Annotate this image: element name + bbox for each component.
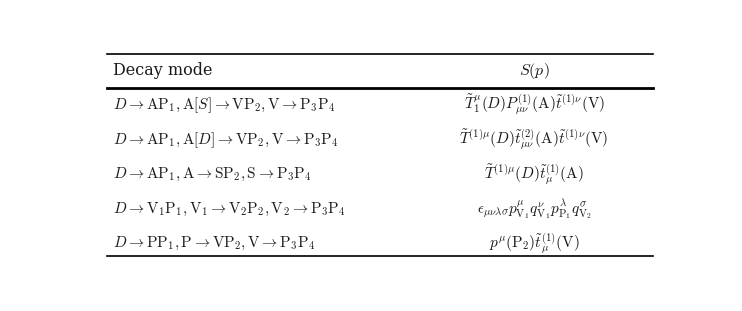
Text: $D \rightarrow \mathrm{AP}_1, \mathrm{A}[D] \rightarrow \mathrm{VP}_2, \mathrm{V: $D \rightarrow \mathrm{AP}_1, \mathrm{A}… — [113, 130, 338, 150]
Text: $p^{\mu}(\mathrm{P}_2)\tilde{t}_{\mu}^{(1)}(\mathrm{V})$: $p^{\mu}(\mathrm{P}_2)\tilde{t}_{\mu}^{(… — [489, 232, 580, 256]
Text: $\epsilon_{\mu\nu\lambda\sigma}p_{\mathrm{V}_1}^{\mu}q_{\mathrm{V}_1}^{\nu}p_{\m: $\epsilon_{\mu\nu\lambda\sigma}p_{\mathr… — [476, 197, 591, 221]
Text: $\tilde{T}^{(1)\mu}(D)\tilde{t}_{\mu}^{(1)}(\mathrm{A})$: $\tilde{T}^{(1)\mu}(D)\tilde{t}_{\mu}^{(… — [485, 162, 584, 187]
Text: $D \rightarrow \mathrm{V}_1\mathrm{P}_1, \mathrm{V}_1 \rightarrow \mathrm{V}_2\m: $D \rightarrow \mathrm{V}_1\mathrm{P}_1,… — [113, 201, 346, 218]
Text: $D \rightarrow \mathrm{AP}_1, \mathrm{A} \rightarrow \mathrm{SP}_2, \mathrm{S} \: $D \rightarrow \mathrm{AP}_1, \mathrm{A}… — [113, 166, 312, 183]
Text: $D \rightarrow \mathrm{PP}_1, \mathrm{P} \rightarrow \mathrm{VP}_2, \mathrm{V} \: $D \rightarrow \mathrm{PP}_1, \mathrm{P}… — [113, 235, 315, 253]
Text: $S(p)$: $S(p)$ — [519, 61, 549, 81]
Text: $\tilde{T}^{(1)\mu}(D)\tilde{t}_{\mu\nu}^{(2)}(\mathrm{A})\tilde{t}^{(1)\nu}(\ma: $\tilde{T}^{(1)\mu}(D)\tilde{t}_{\mu\nu}… — [459, 128, 608, 152]
Text: Decay mode: Decay mode — [113, 62, 212, 79]
Text: $\tilde{T}_1^{\mu}(D)P_{\mu\nu}^{(1)}(\mathrm{A})\tilde{t}^{(1)\nu}(\mathrm{V})$: $\tilde{T}_1^{\mu}(D)P_{\mu\nu}^{(1)}(\m… — [464, 93, 605, 117]
Text: $D \rightarrow \mathrm{AP}_1, \mathrm{A}[S] \rightarrow \mathrm{VP}_2, \mathrm{V: $D \rightarrow \mathrm{AP}_1, \mathrm{A}… — [113, 95, 335, 115]
